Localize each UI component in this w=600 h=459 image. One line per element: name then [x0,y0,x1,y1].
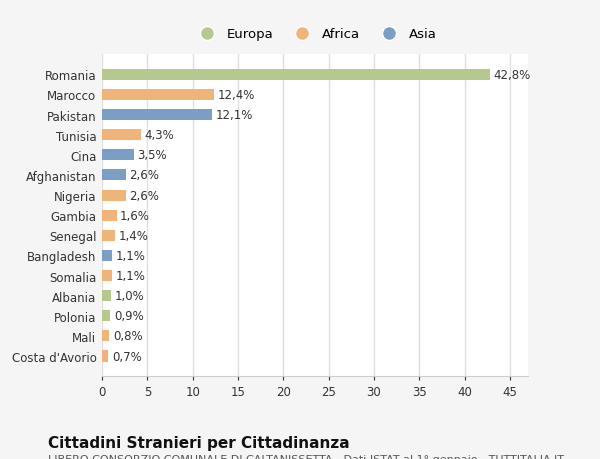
Text: 4,3%: 4,3% [145,129,175,142]
Text: 0,9%: 0,9% [114,310,143,323]
Bar [102,130,141,141]
Text: 1,4%: 1,4% [118,230,148,242]
Bar [102,330,109,341]
Bar [102,90,214,101]
Bar [102,270,112,281]
Bar [102,110,212,121]
Text: 0,7%: 0,7% [112,350,142,363]
Bar [102,70,490,81]
Bar [102,170,125,181]
Text: 1,6%: 1,6% [120,209,150,222]
Text: 1,1%: 1,1% [116,269,145,282]
Text: 12,4%: 12,4% [218,89,256,102]
Bar [102,311,110,322]
Text: 1,1%: 1,1% [116,249,145,263]
Text: 1,0%: 1,0% [115,290,145,302]
Text: 42,8%: 42,8% [494,69,531,82]
Text: LIBERO CONSORZIO COMUNALE DI CALTANISSETTA - Dati ISTAT al 1° gennaio - TUTTITAL: LIBERO CONSORZIO COMUNALE DI CALTANISSET… [48,453,564,459]
Text: 12,1%: 12,1% [215,109,253,122]
Text: Cittadini Stranieri per Cittadinanza: Cittadini Stranieri per Cittadinanza [48,435,350,450]
Text: 0,8%: 0,8% [113,330,143,343]
Text: 2,6%: 2,6% [129,169,159,182]
Text: 2,6%: 2,6% [129,189,159,202]
Bar [102,250,112,262]
Legend: Europa, Africa, Asia: Europa, Africa, Asia [188,23,442,47]
Bar [102,291,111,302]
Bar [102,210,116,221]
Bar [102,351,109,362]
Text: 3,5%: 3,5% [137,149,167,162]
Bar [102,150,134,161]
Bar [102,190,125,201]
Bar [102,230,115,241]
